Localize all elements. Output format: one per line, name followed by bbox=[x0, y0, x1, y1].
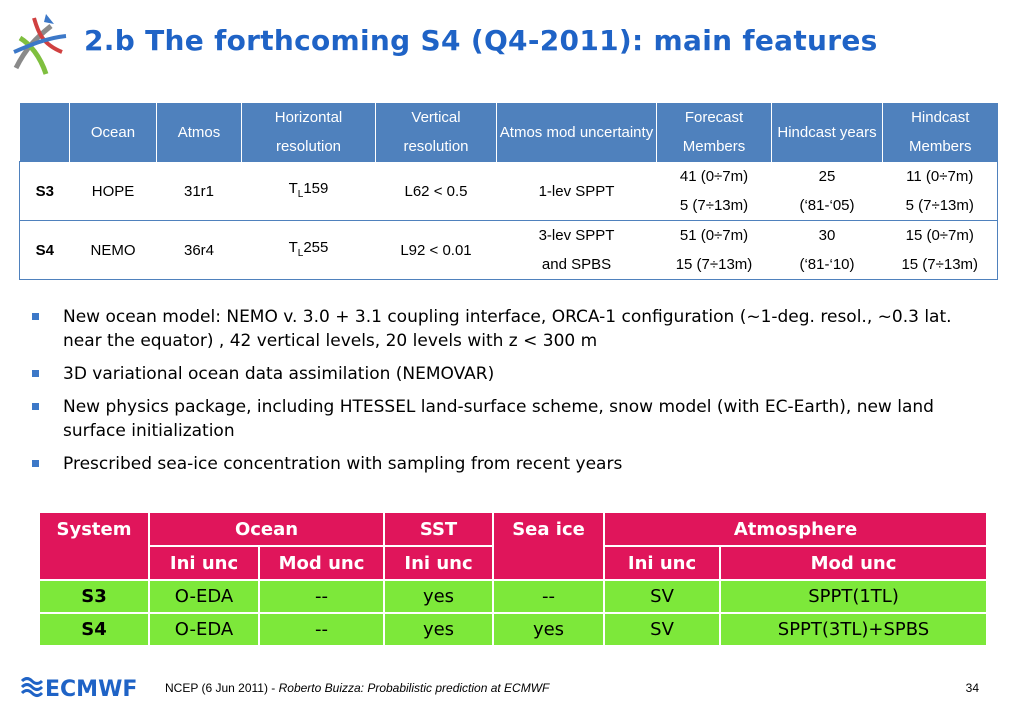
table-cell: 3-lev SPPT bbox=[496, 220, 657, 250]
table-cell: TL255 bbox=[241, 220, 376, 280]
system-label: S4 bbox=[38, 612, 150, 647]
table-cell: 51 (0÷7m) bbox=[656, 220, 772, 250]
table-cell: SV bbox=[603, 612, 722, 647]
table-row: 5 (7÷13m) (‘81-‘05) 5 (7÷13m) bbox=[20, 191, 998, 221]
system-label: S3 bbox=[19, 161, 70, 221]
header-cell: Horizontal resolution bbox=[241, 103, 376, 162]
table-cell: O-EDA bbox=[148, 612, 260, 647]
bullet-text: New ocean model: NEMO v. 3.0 + 3.1 coupl… bbox=[63, 307, 952, 351]
hres-num: 255 bbox=[303, 238, 329, 256]
table-cell: 5 (7÷13m) bbox=[656, 191, 772, 221]
table-cell: L92 < 0.01 bbox=[375, 220, 497, 280]
header-cell: Forecast Members bbox=[656, 103, 772, 162]
header-cell: Hindcast years bbox=[771, 103, 883, 162]
table-cell: NEMO bbox=[69, 220, 157, 280]
footer-prefix: NCEP (6 Jun 2011) - bbox=[165, 681, 279, 695]
bullet-text: New physics package, including HTESSEL l… bbox=[63, 397, 934, 441]
table-cell: yes bbox=[383, 579, 495, 614]
table-cell: 30 bbox=[771, 220, 883, 250]
header-cell: Vertical resolution bbox=[375, 103, 497, 162]
uncertainty-table: System Ocean SST Sea ice Atmosphere Ini … bbox=[38, 511, 989, 647]
table-row: S4 NEMO 36r4 TL255 L92 < 0.01 3-lev SPPT… bbox=[19, 220, 998, 280]
table-row: S3 O-EDA -- yes -- SV SPPT(1TL) bbox=[38, 579, 989, 614]
header-sst: SST bbox=[383, 511, 495, 547]
bullet-square-icon bbox=[32, 313, 39, 320]
table-cell: TL159 bbox=[241, 161, 376, 221]
hres-prefix: T bbox=[288, 179, 298, 197]
table-cell: 15 (7÷13m) bbox=[882, 250, 998, 280]
table-cell: yes bbox=[492, 612, 606, 647]
table-cell: 36r4 bbox=[156, 220, 242, 280]
feature-bullet-list: New ocean model: NEMO v. 3.0 + 3.1 coupl… bbox=[32, 305, 982, 485]
table-cell: -- bbox=[492, 579, 606, 614]
bullet-text: Prescribed sea-ice concentration with sa… bbox=[63, 454, 623, 474]
table-row: S4 O-EDA -- yes yes SV SPPT(3TL)+SPBS bbox=[38, 612, 989, 647]
header-sea-ice: Sea ice bbox=[492, 511, 606, 581]
list-item: New physics package, including HTESSEL l… bbox=[32, 395, 982, 443]
hres-sub: L bbox=[297, 247, 304, 259]
table-row: S3 HOPE 31r1 TL159 L62 < 0.5 1-lev SPPT … bbox=[19, 161, 998, 221]
logo-mark-icon bbox=[13, 14, 67, 75]
list-item: Prescribed sea-ice concentration with sa… bbox=[32, 452, 982, 476]
page-number: 34 bbox=[965, 681, 979, 695]
table-cell: SPPT(1TL) bbox=[719, 579, 989, 614]
ecmwf-logo-text: ECMWF bbox=[45, 677, 137, 702]
header-system: System bbox=[38, 511, 150, 581]
subheader-cell: Mod unc bbox=[257, 545, 386, 581]
configuration-table: Ocean Atmos Horizontal resolution Vertic… bbox=[19, 103, 998, 280]
table-cell: 5 (7÷13m) bbox=[882, 191, 998, 221]
header-ocean: Ocean bbox=[147, 511, 386, 547]
header-cell: Atmos mod uncertainty bbox=[496, 103, 657, 162]
system-label: S4 bbox=[19, 220, 70, 280]
table-cell: 31r1 bbox=[156, 161, 242, 221]
bullet-text: 3D variational ocean data assimilation (… bbox=[63, 364, 495, 384]
footer-text: NCEP (6 Jun 2011) - Roberto Buizza: Prob… bbox=[165, 681, 549, 695]
list-item: New ocean model: NEMO v. 3.0 + 3.1 coupl… bbox=[32, 305, 982, 353]
header-atmosphere: Atmosphere bbox=[603, 511, 989, 547]
table-cell: SPPT(3TL)+SPBS bbox=[719, 612, 989, 647]
table-header-row: System Ocean SST Sea ice Atmosphere bbox=[38, 511, 989, 581]
bullet-square-icon bbox=[32, 403, 39, 410]
table-cell: L62 < 0.5 bbox=[375, 161, 497, 221]
table-header-row: Ocean Atmos Horizontal resolution Vertic… bbox=[19, 103, 998, 162]
table-cell: 15 (0÷7m) bbox=[882, 220, 998, 250]
table-cell: -- bbox=[257, 579, 386, 614]
table-cell: O-EDA bbox=[148, 579, 260, 614]
table-cell: 11 (0÷7m) bbox=[882, 161, 998, 191]
ecmwf-logo: ECMWF bbox=[20, 677, 137, 702]
bullet-square-icon bbox=[32, 370, 39, 377]
table-cell: (‘81-‘10) bbox=[771, 250, 883, 280]
hres-num: 159 bbox=[303, 179, 329, 197]
table-cell: HOPE bbox=[69, 161, 157, 221]
footer-italic: Roberto Buizza: Probabilistic prediction… bbox=[278, 681, 550, 695]
table-cell: and SPBS bbox=[496, 250, 657, 280]
slide-title: 2.b The forthcoming S4 (Q4-2011): main f… bbox=[84, 24, 878, 57]
table-cell: SV bbox=[603, 579, 722, 614]
header-cell bbox=[19, 103, 70, 162]
subheader-cell: Ini unc bbox=[148, 545, 260, 581]
hres-prefix: T bbox=[288, 238, 298, 256]
header-cell: Atmos bbox=[156, 103, 242, 162]
hres-sub: L bbox=[297, 188, 304, 200]
table-cell: 15 (7÷13m) bbox=[656, 250, 772, 280]
table-cell: -- bbox=[257, 612, 386, 647]
table-cell: (‘81-‘05) bbox=[771, 191, 883, 221]
table-cell: 1-lev SPPT bbox=[496, 161, 657, 221]
subheader-cell: Mod unc bbox=[719, 545, 989, 581]
table-subheader-row: Ini unc Mod unc Ini unc Ini unc Mod unc bbox=[39, 545, 989, 581]
header-cell: Hindcast Members bbox=[882, 103, 998, 162]
table-cell: yes bbox=[383, 612, 495, 647]
subheader-cell: Ini unc bbox=[383, 545, 495, 581]
header-cell: Ocean bbox=[69, 103, 157, 162]
table-cell: 41 (0÷7m) bbox=[656, 161, 772, 191]
list-item: 3D variational ocean data assimilation (… bbox=[32, 362, 982, 386]
bullet-square-icon bbox=[32, 460, 39, 467]
subheader-cell: Ini unc bbox=[603, 545, 722, 581]
table-row: and SPBS 15 (7÷13m) (‘81-‘10) 15 (7÷13m) bbox=[20, 250, 998, 280]
table-cell: 25 bbox=[771, 161, 883, 191]
system-label: S3 bbox=[38, 579, 150, 614]
